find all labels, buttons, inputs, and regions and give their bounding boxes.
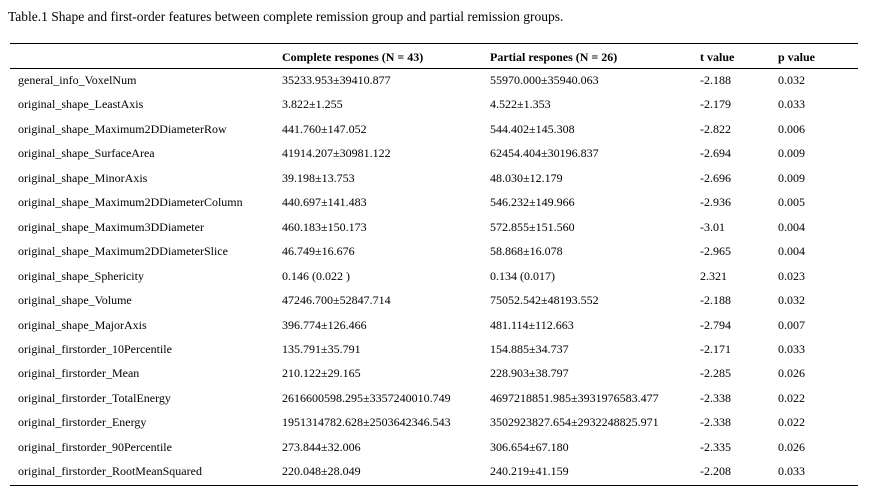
cell: -2.936 [700, 195, 731, 210]
cell: 0.026 [778, 439, 805, 454]
feature-name: original_shape_Maximum2DDiameterColumn [18, 195, 243, 210]
header-cell: Partial respones (N = 26) [490, 50, 618, 64]
feature-name: original_shape_MajorAxis [18, 317, 147, 332]
cell: 135.791±35.791 [282, 341, 361, 356]
cell: 0.006 [778, 121, 805, 136]
cell: -2.179 [700, 97, 731, 112]
feature-name: original_firstorder_Mean [18, 366, 140, 381]
cell: 460.183±150.173 [282, 219, 367, 234]
cell: 4.522±1.353 [490, 97, 551, 112]
feature-name: original_shape_MinorAxis [18, 170, 148, 185]
cell: 4697218851.985±3931976583.477 [490, 390, 659, 405]
cell: 0.032 [778, 293, 805, 308]
cell: 572.855±151.560 [490, 219, 575, 234]
cell: 0.032 [778, 73, 805, 87]
cell: 0.033 [778, 341, 805, 356]
cell: 0.026 [778, 366, 805, 381]
cell: 47246.700±52847.714 [282, 293, 391, 308]
cell: 46.749±16.676 [282, 244, 355, 259]
bottom-rule [10, 485, 858, 486]
header-cell: Complete respones (N = 43) [282, 50, 424, 64]
cell: 306.654±67.180 [490, 439, 569, 454]
feature-name: original_shape_Maximum2DDiameterRow [18, 121, 227, 136]
cell: -2.171 [700, 341, 731, 356]
cell: 544.402±145.308 [490, 121, 575, 136]
feature-name: original_firstorder_Energy [18, 415, 147, 430]
top-rule [10, 43, 858, 44]
cell: 210.122±29.165 [282, 366, 361, 381]
cell: 546.232±149.966 [490, 195, 575, 210]
header-cell: p value [778, 50, 816, 64]
cell: 0.023 [778, 268, 805, 283]
cell: 0.004 [778, 219, 805, 234]
cell: 0.146 (0.022 ) [282, 268, 350, 283]
cell: 440.697±141.483 [282, 195, 367, 210]
cell: -2.208 [700, 464, 731, 479]
cell: -2.694 [700, 146, 731, 161]
cell: -2.335 [700, 439, 731, 454]
cell: 41914.207±30981.122 [282, 146, 391, 161]
cell: 441.760±147.052 [282, 121, 367, 136]
feature-name: original_shape_Maximum3DDiameter [18, 219, 204, 234]
cell: 62454.404±30196.837 [490, 146, 599, 161]
cell: -2.338 [700, 390, 731, 405]
cell: 154.885±34.737 [490, 341, 569, 356]
cell: 3502923827.654±2932248825.971 [490, 415, 659, 430]
cell: 2.321 [700, 268, 727, 283]
cell: 75052.542±48193.552 [490, 293, 599, 308]
cell: 2616600598.295±3357240010.749 [282, 390, 451, 405]
feature-name: original_firstorder_10Percentile [18, 341, 172, 356]
cell: 3.822±1.255 [282, 97, 343, 112]
cell: 0.007 [778, 317, 805, 332]
cell: 220.048±28.049 [282, 464, 361, 479]
cell: 0.004 [778, 244, 805, 259]
cell: 481.114±112.663 [490, 317, 574, 332]
cell: -2.965 [700, 244, 731, 259]
cell: 0.022 [778, 415, 805, 430]
feature-name: original_shape_Sphericity [18, 268, 144, 283]
cell: -2.794 [700, 317, 731, 332]
header-rule [10, 68, 858, 69]
feature-name: original_shape_Volume [18, 293, 132, 308]
cell: 48.030±12.179 [490, 170, 563, 185]
cell: 0.009 [778, 170, 805, 185]
feature-name: general_info_VoxelNum [18, 73, 137, 87]
cell: -2.338 [700, 415, 731, 430]
cell: 0.134 (0.017) [490, 268, 555, 283]
feature-name: original_firstorder_TotalEnergy [18, 390, 171, 405]
cell: 228.903±38.797 [490, 366, 569, 381]
feature-name: original_shape_SurfaceArea [18, 146, 155, 161]
cell: -3.01 [700, 219, 725, 234]
cell: 0.033 [778, 97, 805, 112]
feature-name: original_firstorder_RootMeanSquared [18, 464, 202, 479]
cell: 39.198±13.753 [282, 170, 355, 185]
cell: -2.822 [700, 121, 731, 136]
feature-name: original_shape_LeastAxis [18, 97, 144, 112]
cell: 1951314782.628±2503642346.543 [282, 415, 451, 430]
cell: 0.005 [778, 195, 805, 210]
cell: 55970.000±35940.063 [490, 73, 599, 87]
cell: 240.219±41.159 [490, 464, 569, 479]
cell: 0.009 [778, 146, 805, 161]
cell: -2.188 [700, 73, 731, 87]
cell: 0.022 [778, 390, 805, 405]
cell: -2.188 [700, 293, 731, 308]
cell: -2.696 [700, 170, 731, 185]
feature-name: original_firstorder_90Percentile [18, 439, 172, 454]
cell: 0.033 [778, 464, 805, 479]
feature-name: original_shape_Maximum2DDiameterSlice [18, 244, 228, 259]
header-cell: t value [700, 50, 735, 64]
table-title: Table.1 Shape and first-order features b… [8, 9, 564, 24]
cell: 35233.953±39410.877 [282, 73, 391, 87]
cell: -2.285 [700, 366, 731, 381]
cell: 273.844±32.006 [282, 439, 361, 454]
cell: 58.868±16.078 [490, 244, 563, 259]
cell: 396.774±126.466 [282, 317, 367, 332]
